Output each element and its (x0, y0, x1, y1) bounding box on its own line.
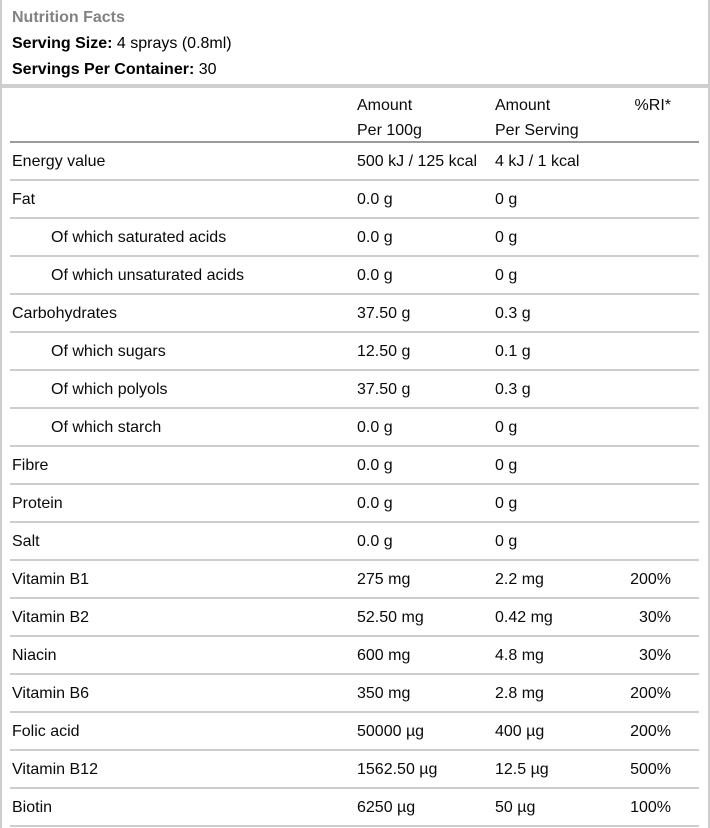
amount-per-serving: 0 g (495, 191, 518, 208)
table-header-row: Amount Per 100g Amount Per Serving %RI* (2, 88, 708, 143)
table-row: Of which polyols 37.50 g 0.3 g (2, 371, 708, 409)
table-header-rule (10, 141, 699, 143)
nutrient-name: Of which saturated acids (51, 229, 227, 246)
table-row: Fibre 0.0 g 0 g (2, 447, 708, 485)
amount-per-serving: 0.1 g (495, 343, 531, 360)
nutrient-name: Of which polyols (51, 381, 168, 398)
amount-per-serving: 0.3 g (495, 305, 531, 322)
nutrient-name: Of which starch (51, 419, 162, 436)
servings-per-container-line: Servings Per Container: 30 (12, 57, 698, 83)
table-row: Vitamin B6 350 mg 2.8 mg 200% (2, 675, 708, 713)
table-row: Folic acid 50000 µg 400 µg 200% (2, 713, 708, 751)
amount-per-100g: 50000 µg (357, 723, 425, 740)
table-row: Carbohydrates 37.50 g 0.3 g (2, 295, 708, 333)
amount-per-serving: 2.2 mg (495, 571, 544, 588)
table-row: Of which unsaturated acids 0.0 g 0 g (2, 257, 708, 295)
amount-per-serving: 0 g (495, 495, 518, 512)
amount-per-100g: 0.0 g (357, 229, 393, 246)
amount-per-serving: 0.3 g (495, 381, 531, 398)
amount-per-serving: 0 g (495, 533, 518, 550)
nutrient-name: Fat (12, 191, 36, 208)
amount-per-100g: 1562.50 µg (357, 761, 438, 778)
panel-title: Nutrition Facts (12, 9, 125, 26)
amount-per-serving: 0 g (495, 457, 518, 474)
table-row: Energy value 500 kJ / 125 kcal 4 kJ / 1 … (2, 143, 708, 181)
nutrient-name: Biotin (12, 799, 53, 816)
table-row: Protein 0.0 g 0 g (2, 485, 708, 523)
amount-per-serving: 400 µg (495, 723, 545, 740)
ri-percent-value: 30% (638, 647, 671, 664)
amount-per-serving: 0.42 mg (495, 609, 553, 626)
ri-percent-value: 30% (638, 609, 671, 626)
table-row: Niacin 600 mg 4.8 mg 30% (2, 637, 708, 675)
table-row: Of which sugars 12.50 g 0.1 g (2, 333, 708, 371)
amount-per-100g: 52.50 mg (357, 609, 424, 626)
amount-per-serving: 0 g (495, 419, 518, 436)
amount-per-serving: 0 g (495, 267, 518, 284)
panel-header: Nutrition Facts Serving Size: 4 sprays (… (2, 0, 708, 84)
nutrient-name: Vitamin B12 (12, 761, 98, 778)
col-header-ri-percent: %RI* (634, 97, 671, 114)
table-rows: Energy value 500 kJ / 125 kcal 4 kJ / 1 … (2, 143, 708, 827)
nutrient-name: Fibre (12, 457, 49, 474)
table-row: Fat 0.0 g 0 g (2, 181, 708, 219)
table-row: Vitamin B2 52.50 mg 0.42 mg 30% (2, 599, 708, 637)
nutrient-name: Energy value (12, 153, 106, 170)
ri-percent-value: 200% (630, 685, 671, 702)
amount-per-serving: 4 kJ / 1 kcal (495, 153, 580, 170)
table-row: Salt 0.0 g 0 g (2, 523, 708, 561)
nutrient-name: Niacin (12, 647, 57, 664)
nutrient-name: Folic acid (12, 723, 80, 740)
nutrient-name: Vitamin B2 (12, 609, 90, 626)
amount-per-100g: 0.0 g (357, 267, 393, 284)
table-row: Of which starch 0.0 g 0 g (2, 409, 708, 447)
amount-per-100g: 0.0 g (357, 533, 393, 550)
nutrient-name: Carbohydrates (12, 305, 117, 322)
amount-per-100g: 0.0 g (357, 419, 393, 436)
amount-per-100g: 6250 µg (357, 799, 416, 816)
header-divider (2, 84, 708, 88)
table-row: Of which saturated acids 0.0 g 0 g (2, 219, 708, 257)
amount-per-100g: 12.50 g (357, 343, 411, 360)
amount-per-serving: 2.8 mg (495, 685, 544, 702)
nutrient-name: Of which sugars (51, 343, 166, 360)
serving-size-label: Serving Size: (12, 35, 113, 52)
amount-per-100g: 600 mg (357, 647, 411, 664)
amount-per-100g: 37.50 g (357, 305, 411, 322)
amount-per-100g: 500 kJ / 125 kcal (357, 153, 478, 170)
col-header-amount-per-100g: Amount Per 100g (357, 97, 422, 139)
ri-percent-value: 200% (630, 723, 671, 740)
amount-per-serving: 4.8 mg (495, 647, 544, 664)
amount-per-serving: 12.5 µg (495, 761, 549, 778)
serving-size-value: 4 sprays (0.8ml) (112, 35, 232, 52)
servings-per-container-value: 30 (194, 61, 217, 78)
amount-per-100g: 37.50 g (357, 381, 411, 398)
ri-percent-value: 200% (630, 571, 671, 588)
nutrient-name: Vitamin B6 (12, 685, 90, 702)
amount-per-100g: 0.0 g (357, 191, 393, 208)
table-row: Biotin 6250 µg 50 µg 100% (2, 789, 708, 827)
serving-size-line: Serving Size: 4 sprays (0.8ml) (12, 31, 698, 57)
table-row: Vitamin B12 1562.50 µg 12.5 µg 500% (2, 751, 708, 789)
amount-per-100g: 350 mg (357, 685, 411, 702)
ri-percent-value: 500% (630, 761, 671, 778)
amount-per-100g: 275 mg (357, 571, 411, 588)
ri-percent-value: 100% (630, 799, 671, 816)
nutrient-name: Protein (12, 495, 63, 512)
amount-per-serving: 50 µg (495, 799, 536, 816)
amount-per-serving: 0 g (495, 229, 518, 246)
nutrient-name: Vitamin B1 (12, 571, 90, 588)
amount-per-100g: 0.0 g (357, 495, 393, 512)
col-header-amount-per-serving: Amount Per Serving (495, 97, 579, 139)
amount-per-100g: 0.0 g (357, 457, 393, 474)
servings-per-container-label: Servings Per Container: (12, 61, 195, 78)
table-row: Vitamin B1 275 mg 2.2 mg 200% (2, 561, 708, 599)
nutrient-name: Of which unsaturated acids (51, 267, 244, 284)
nutrient-name: Salt (12, 533, 40, 550)
